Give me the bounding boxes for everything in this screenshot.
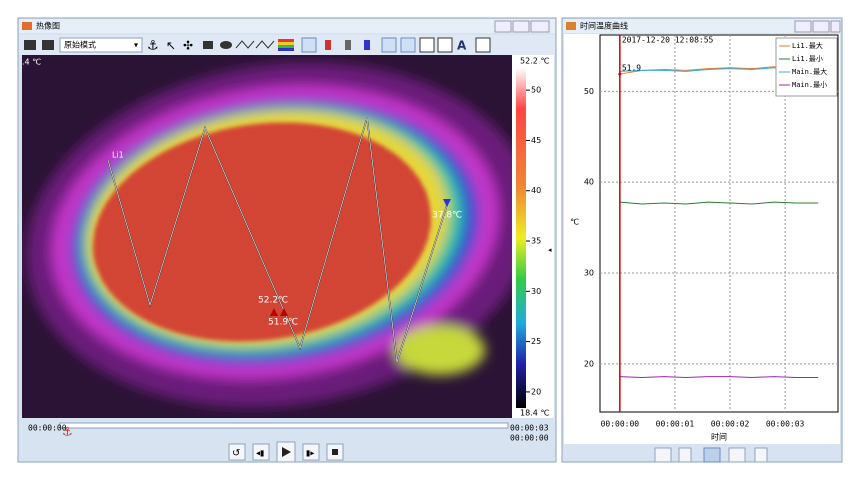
colorbar-tick-label: 20 bbox=[531, 387, 541, 396]
mode-select[interactable] bbox=[59, 37, 143, 53]
line-label: Li1 bbox=[112, 151, 124, 160]
timeline-current: 00:00:00 bbox=[510, 434, 549, 443]
window-controls[interactable] bbox=[794, 20, 841, 33]
window-title: 热像图 bbox=[36, 21, 60, 31]
title-bar bbox=[19, 19, 555, 33]
title-bar bbox=[563, 19, 841, 33]
y-tick-label: 20 bbox=[584, 359, 594, 368]
open-button[interactable] bbox=[24, 40, 36, 50]
x-tick-label: 00:00:00 bbox=[601, 420, 640, 429]
colorbar-min: 18.4 ℃ bbox=[520, 409, 549, 418]
legend-label: Main.最小 bbox=[792, 80, 827, 89]
cursor-time: 2017-12-20 12:08:55 bbox=[622, 36, 714, 45]
svg-text:✣: ✣ bbox=[183, 39, 193, 53]
x-tick-label: 00:00:01 bbox=[656, 420, 695, 429]
cursor-point bbox=[618, 72, 622, 76]
legend bbox=[775, 37, 838, 97]
max-label: 51.9℃ bbox=[268, 318, 298, 328]
svg-text:↖: ↖ bbox=[166, 39, 176, 53]
window-icon bbox=[22, 22, 32, 30]
save-button[interactable] bbox=[42, 40, 54, 50]
plot-area bbox=[599, 34, 839, 413]
timeline-track[interactable] bbox=[59, 422, 509, 429]
svg-text:A: A bbox=[457, 39, 467, 53]
y-tick-label: 50 bbox=[584, 87, 594, 96]
playback-controls[interactable]: ↺ ◂▮ ▮▸ bbox=[228, 441, 344, 463]
x-axis-label: 时间 bbox=[711, 432, 727, 442]
chart-toolbar[interactable] bbox=[654, 447, 768, 463]
svg-text:◂▮: ◂▮ bbox=[256, 449, 264, 458]
colorbar-max: 52.2 ℃ bbox=[520, 57, 549, 66]
colorbar-tick-label: 40 bbox=[531, 186, 541, 195]
colorbar bbox=[516, 68, 526, 408]
cursor-value: 51.9 bbox=[622, 64, 641, 73]
timeline-handle[interactable]: ⚓ bbox=[62, 425, 73, 439]
legend-label: Li1.最大 bbox=[792, 41, 823, 50]
legend-label: Main.最大 bbox=[792, 67, 827, 76]
corner-temp: .4 ℃ bbox=[22, 58, 41, 67]
series-line bbox=[619, 376, 819, 378]
svg-text:⚓: ⚓ bbox=[147, 39, 159, 54]
collapse-arrow[interactable]: ◂ bbox=[548, 246, 552, 254]
colorbar-tick-label: 25 bbox=[531, 337, 541, 346]
dropdown-arrow: ▾ bbox=[134, 41, 138, 50]
colorbar-tick-label: 50 bbox=[531, 86, 541, 95]
legend-label: Li1.最小 bbox=[792, 54, 823, 63]
thermal-image[interactable] bbox=[4, 31, 556, 439]
y-tick-label: 40 bbox=[584, 178, 594, 187]
colorbar-tick-label: 30 bbox=[531, 287, 541, 296]
tool-icons[interactable]: ⚓ ↖ ✣ A bbox=[147, 37, 491, 54]
timeline-end: 00:00:03 bbox=[510, 424, 549, 433]
colorbar-tick-label: 35 bbox=[531, 237, 541, 246]
colorbar-tick-label: 45 bbox=[531, 136, 541, 145]
x-tick-label: 00:00:02 bbox=[711, 420, 750, 429]
mode-text: 原始模式 bbox=[64, 40, 96, 50]
window-icon bbox=[566, 22, 576, 30]
min-label: 37.8℃ bbox=[432, 211, 462, 221]
timeline-position: 00:00:00 bbox=[28, 424, 67, 433]
y-tick-label: 30 bbox=[584, 269, 594, 278]
window-title: 时间温度曲线 bbox=[580, 21, 628, 31]
window-controls[interactable] bbox=[494, 20, 550, 33]
svg-text:▮▸: ▮▸ bbox=[306, 449, 314, 458]
x-tick-label: 00:00:03 bbox=[766, 420, 805, 429]
svg-text:↺: ↺ bbox=[232, 448, 240, 459]
y-axis-label: ℃ bbox=[570, 218, 579, 227]
series-line bbox=[619, 201, 819, 205]
max-label: 52.2℃ bbox=[258, 296, 288, 306]
